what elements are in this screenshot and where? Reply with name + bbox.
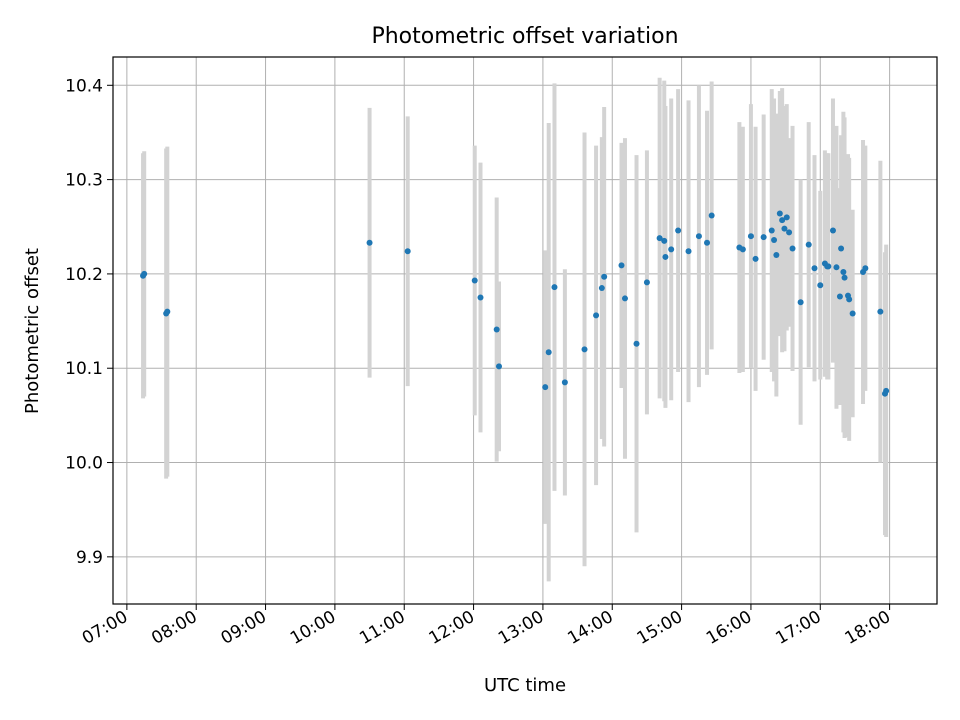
x-tick-label: 18:00 (842, 607, 894, 649)
x-tick-label: 08:00 (148, 607, 200, 649)
x-tick-label: 17:00 (772, 607, 824, 649)
data-point (838, 245, 845, 252)
data-point (836, 293, 843, 300)
data-point (495, 363, 502, 370)
data-point (776, 210, 783, 217)
data-point (695, 233, 702, 240)
data-point (542, 384, 549, 391)
data-point (786, 229, 793, 236)
y-axis-label: Photometric offset (22, 248, 43, 414)
data-point (752, 255, 759, 262)
y-axis-ticks: 9.9 10.0 10.1 10.2 10.3 10.4 (65, 76, 113, 568)
data-point (593, 312, 600, 319)
data-point (883, 387, 890, 394)
x-tick-label: 16:00 (703, 607, 755, 649)
data-point (781, 225, 788, 232)
y-tick-label: 9.9 (76, 548, 103, 568)
data-point (668, 246, 675, 253)
data-point (545, 349, 552, 356)
data-point (618, 262, 625, 269)
x-axis-label: UTC time (484, 675, 566, 696)
data-point (633, 340, 640, 347)
data-point (825, 263, 832, 270)
data-point (621, 295, 628, 302)
x-tick-label: 14:00 (564, 607, 616, 649)
data-point (366, 239, 373, 246)
x-tick-label: 10:00 (287, 607, 339, 649)
data-point (789, 245, 796, 252)
y-tick-label: 10.0 (65, 454, 103, 474)
x-axis-ticks: 07:00 08:00 09:00 10:00 11:00 12:00 13:00 14:00… (79, 604, 894, 649)
data-point (739, 246, 746, 253)
plot-frame (112, 56, 938, 605)
chart-title: Photometric offset variation (371, 24, 678, 49)
data-point (877, 308, 884, 315)
data-point (708, 212, 715, 219)
data-point (561, 379, 568, 386)
y-tick-label: 10.1 (65, 359, 103, 379)
data-point (471, 277, 478, 284)
data-point (797, 299, 804, 306)
x-tick-label: 15:00 (634, 607, 686, 649)
data-point (598, 285, 605, 292)
data-point (773, 252, 780, 259)
data-point (817, 282, 824, 289)
data-point (771, 236, 778, 243)
data-point (805, 241, 812, 248)
data-point (601, 273, 608, 280)
x-tick-label: 12:00 (426, 607, 478, 649)
data-point (643, 279, 650, 286)
data-point (829, 227, 836, 234)
data-point (840, 269, 847, 276)
y-tick-label: 10.4 (65, 76, 103, 96)
data-point (477, 294, 484, 301)
data-point (675, 227, 682, 234)
data-point (581, 346, 588, 353)
data-point (862, 265, 869, 272)
y-tick-label: 10.2 (65, 265, 103, 285)
data-point (656, 235, 663, 242)
data-point (833, 264, 840, 271)
data-point (760, 234, 767, 241)
data-point (747, 233, 754, 240)
data-point (404, 248, 411, 255)
data-point (811, 265, 818, 272)
error-bars (141, 77, 889, 582)
y-tick-label: 10.3 (65, 171, 103, 191)
x-tick-label: 13:00 (495, 607, 547, 649)
data-point (661, 237, 668, 244)
data-point (704, 239, 711, 246)
data-point (783, 214, 790, 221)
data-point (493, 326, 500, 333)
data-point (846, 296, 853, 303)
x-tick-label: 09:00 (218, 607, 270, 649)
data-point (662, 253, 669, 260)
x-tick-label: 11:00 (356, 607, 408, 649)
data-point (551, 284, 558, 291)
x-tick-label: 07:00 (79, 607, 131, 649)
data-point (141, 270, 148, 277)
data-point (841, 274, 848, 281)
data-point (849, 310, 856, 317)
data-point (685, 248, 692, 255)
data-point (779, 217, 786, 224)
data-point (164, 308, 171, 315)
data-point (768, 227, 775, 234)
data-points (140, 210, 890, 397)
